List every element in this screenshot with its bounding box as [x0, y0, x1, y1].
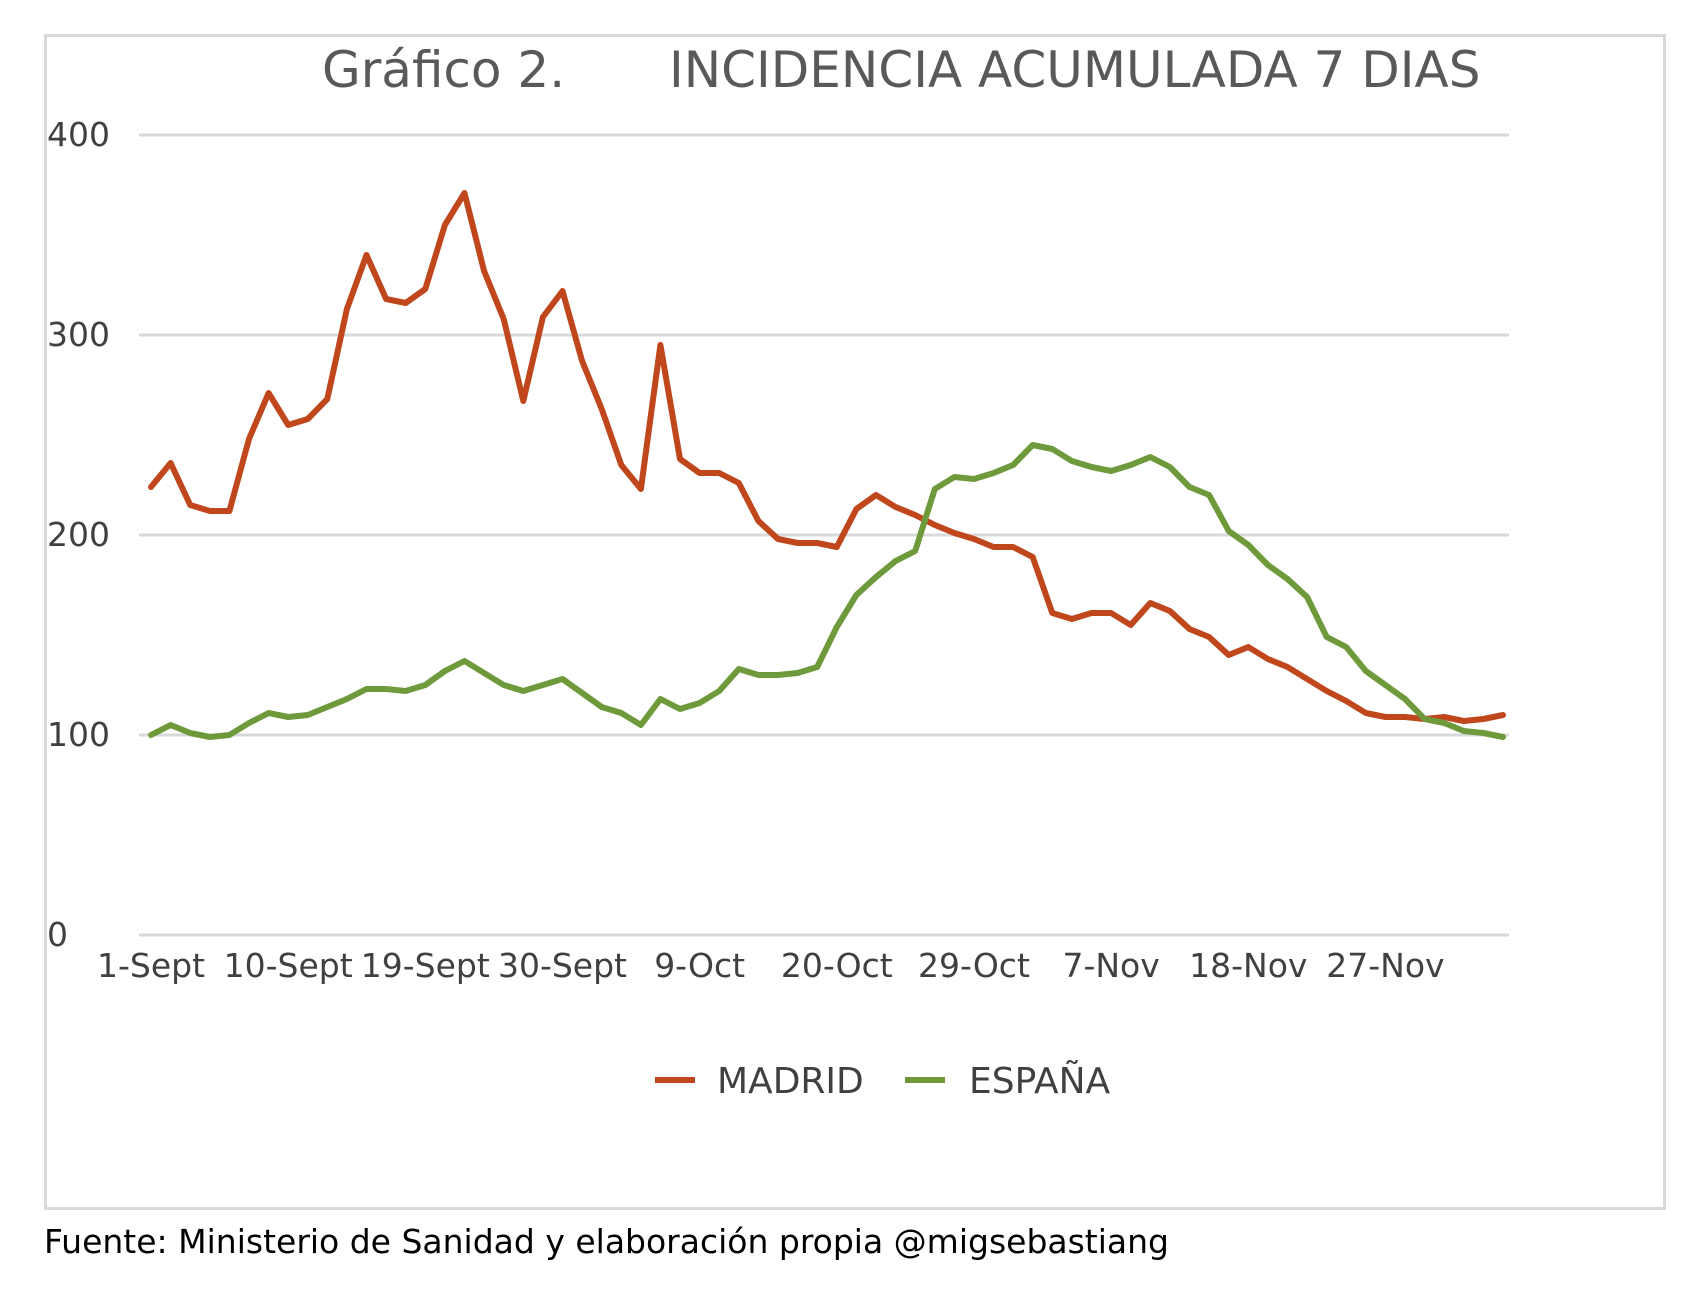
y-axis-tick-labels: 0 100 200 300 400 — [47, 115, 110, 954]
y-tick-label: 400 — [47, 115, 110, 154]
incidence-line-chart: Gráfico 2. INCIDENCIA ACUMULADA 7 DIAS 0… — [47, 41, 1509, 1102]
source-note: Fuente: Ministerio de Sanidad y elaborac… — [44, 1222, 1169, 1261]
legend-label-españa: ESPAÑA — [969, 1060, 1111, 1102]
x-tick-label: 27-Nov — [1326, 946, 1444, 985]
series-line-españa — [148, 442, 1506, 740]
x-axis-tick-labels: 1-Sept 10-Sept 19-Sept 30-Sept 9-Oct 20-Oct 29… — [97, 946, 1445, 985]
chart-title-part1: Gráfico 2. — [322, 41, 565, 99]
chart-title-part2: INCIDENCIA ACUMULADA 7 DIAS — [669, 41, 1480, 99]
legend: MADRID ESPAÑA — [655, 1060, 1111, 1102]
x-tick-label: 10-Sept — [224, 946, 353, 985]
chart-frame: Gráfico 2. INCIDENCIA ACUMULADA 7 DIAS 0… — [44, 34, 1666, 1210]
x-tick-label: 9-Oct — [654, 946, 745, 985]
x-tick-label: 20-Oct — [781, 946, 893, 985]
x-tick-label: 29-Oct — [918, 946, 1030, 985]
x-tick-label: 19-Sept — [361, 946, 490, 985]
series-line-madrid — [148, 190, 1506, 724]
x-tick-label: 7-Nov — [1062, 946, 1159, 985]
legend-label-madrid: MADRID — [717, 1061, 864, 1102]
y-tick-label: 0 — [47, 915, 68, 954]
y-tick-label: 100 — [47, 715, 110, 754]
y-tick-label: 300 — [47, 315, 110, 354]
x-tick-label: 30-Sept — [498, 946, 627, 985]
series-lines — [148, 190, 1506, 740]
grid-lines — [139, 133, 1509, 937]
x-tick-label: 18-Nov — [1189, 946, 1307, 985]
x-tick-label: 1-Sept — [97, 946, 205, 985]
y-tick-label: 200 — [47, 515, 110, 554]
